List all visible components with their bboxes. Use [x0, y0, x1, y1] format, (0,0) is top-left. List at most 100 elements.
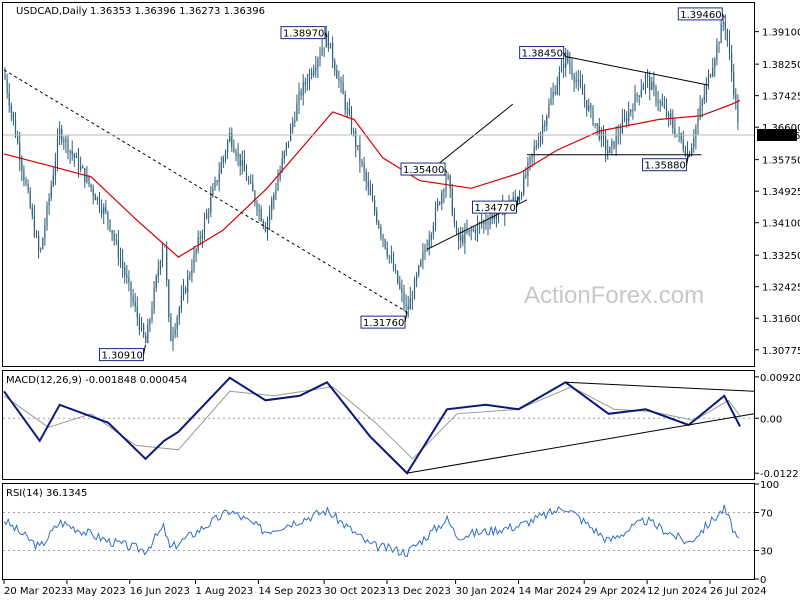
candle-body	[716, 43, 718, 60]
candle-body	[136, 306, 138, 318]
moving-average-line	[3, 99, 741, 258]
candle-body	[489, 219, 491, 225]
candle-body	[493, 214, 495, 220]
candle-body	[96, 197, 98, 201]
price-axis-label: 1.37425	[762, 92, 800, 103]
price-axis-label: 1.33250	[762, 251, 800, 262]
candle-body	[199, 237, 201, 239]
candle-body	[672, 119, 674, 129]
candle-body	[25, 180, 27, 185]
candle-body	[4, 73, 6, 79]
level-label-leader	[324, 32, 328, 37]
candle-body	[180, 296, 182, 309]
candle-body	[325, 33, 327, 48]
candle-body	[359, 145, 361, 162]
candle-body	[399, 283, 401, 288]
candle-body	[275, 189, 277, 196]
candle-body	[609, 146, 611, 154]
macd-axis-label: 0.00	[760, 414, 782, 425]
level-label-leader	[404, 312, 408, 323]
candle-body	[552, 92, 554, 99]
candle-body	[686, 152, 689, 156]
candle-body	[334, 61, 336, 71]
candle-body	[426, 247, 428, 250]
candle-body	[726, 29, 728, 42]
candle-body	[348, 108, 350, 114]
candle-body	[182, 288, 185, 297]
candle-body	[115, 239, 117, 241]
candle-body	[611, 141, 613, 147]
candle-body	[733, 72, 735, 95]
candle-body	[731, 53, 733, 73]
candle-body	[533, 147, 535, 155]
candle-body	[48, 198, 50, 206]
candle-body	[149, 319, 151, 325]
candle-body	[527, 162, 529, 176]
candle-body	[363, 163, 365, 172]
candle-body	[563, 63, 565, 68]
candle-body	[212, 188, 214, 197]
candle-body	[185, 288, 187, 293]
candle-body	[411, 297, 413, 299]
candle-body	[216, 180, 218, 182]
candle-body	[416, 274, 418, 280]
candle-body	[626, 117, 628, 122]
candle-body	[472, 229, 474, 231]
candle-body	[707, 74, 710, 84]
candle-body	[539, 133, 542, 144]
candle-body	[701, 100, 703, 107]
candle-body	[623, 117, 626, 120]
candle-body	[294, 120, 296, 123]
candle-body	[321, 48, 323, 56]
candle-body	[420, 260, 422, 266]
candle-body	[260, 209, 262, 221]
candle-body	[607, 150, 609, 154]
candle-body	[682, 140, 684, 150]
candle-body	[357, 145, 359, 147]
candle-body	[554, 92, 556, 94]
x-axis-label: 30 Oct 2023	[324, 586, 386, 597]
macd-trendline-lower	[406, 413, 755, 474]
candle-body	[237, 153, 239, 157]
watermark: ActionForex.com	[524, 282, 704, 309]
candle-body	[579, 79, 581, 86]
current-price-badge	[757, 128, 797, 141]
candle-body	[235, 151, 237, 157]
candle-body	[376, 211, 378, 223]
candle-body	[187, 276, 189, 293]
candle-body	[304, 82, 306, 85]
candle-body	[710, 74, 712, 76]
candle-body	[220, 162, 222, 174]
candle-body	[712, 68, 714, 76]
candle-body	[531, 154, 533, 158]
candle-body	[231, 133, 233, 147]
candle-body	[101, 208, 103, 214]
candle-body	[428, 239, 430, 248]
candle-body	[691, 146, 693, 156]
candle-body	[684, 149, 686, 156]
candle-body	[340, 80, 342, 83]
candle-body	[590, 105, 592, 108]
candle-body	[634, 94, 636, 111]
x-axis-label: 14 Mar 2024	[518, 586, 581, 597]
rsi-panel	[3, 504, 754, 558]
candle-body	[678, 133, 680, 135]
candle-body	[138, 317, 140, 331]
candle-body	[277, 179, 279, 190]
candle-body	[460, 235, 462, 241]
candle-body	[222, 157, 224, 163]
candle-body	[191, 269, 193, 276]
candle-body	[575, 80, 577, 83]
candle-body	[468, 229, 470, 233]
candle-body	[371, 195, 374, 201]
price-axis-label: 1.32425	[762, 283, 800, 294]
candle-body	[560, 63, 563, 72]
candle-body	[548, 104, 550, 117]
candle-body	[73, 154, 75, 158]
level-label-leader	[515, 197, 519, 208]
candle-body	[602, 131, 605, 138]
candle-body	[653, 82, 655, 88]
x-axis-label: 29 Apr 2024	[584, 586, 646, 597]
rsi-axis-label: 0	[760, 575, 766, 586]
